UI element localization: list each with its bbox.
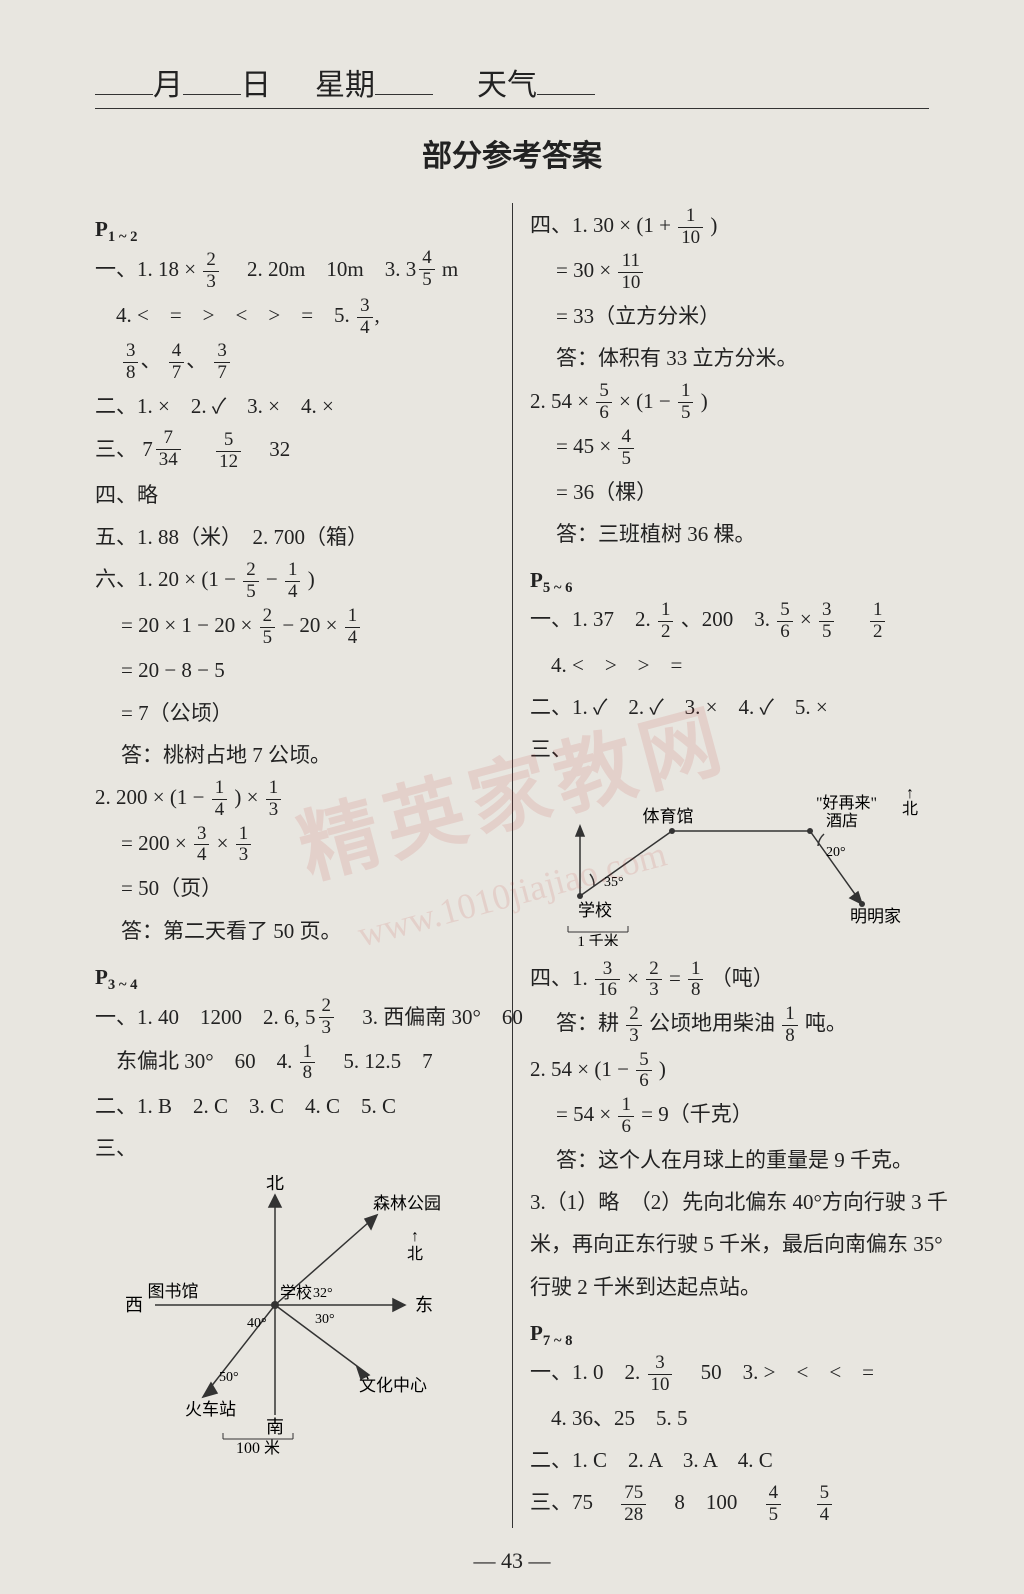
svg-text:森林公园: 森林公园 bbox=[373, 1194, 441, 1213]
left-l3: 38、 47、 37 bbox=[95, 340, 494, 383]
right-l17: 答：这个人在月球上的重量是 9 千克。 bbox=[530, 1140, 929, 1180]
svg-text:酒店: 酒店 bbox=[826, 812, 858, 830]
right-l4: 答：体积有 33 立方分米。 bbox=[530, 338, 929, 378]
date-header: 月 日 星期 天气 bbox=[95, 60, 929, 109]
left-l2: 4. < = > < > = 5. 34, bbox=[95, 295, 494, 338]
svg-text:南: 南 bbox=[266, 1417, 284, 1437]
right-l19: 米，再向正东行驶 5 千米，最后向南偏东 35° bbox=[530, 1224, 929, 1264]
svg-text:图书馆: 图书馆 bbox=[148, 1282, 199, 1301]
left-l11: = 7（公顷） bbox=[95, 693, 494, 733]
left-l6: 四、略 bbox=[95, 475, 494, 515]
svg-text:20°: 20° bbox=[826, 845, 846, 860]
left-l1: 一、1. 18 × 23 2. 20m 10m 3. 345 m bbox=[95, 248, 494, 293]
svg-text:北: 北 bbox=[407, 1245, 423, 1263]
right-l3: = 33（立方分米） bbox=[530, 296, 929, 336]
right-l12: 三、 bbox=[530, 729, 929, 769]
month-label: 月 bbox=[153, 69, 183, 102]
svg-text:30°: 30° bbox=[315, 1312, 335, 1327]
right-l14: 答：耕 23 公顷地用柴油 18 吨。 bbox=[530, 1003, 929, 1046]
svg-text:40°: 40° bbox=[247, 1316, 267, 1331]
right-l22: 4. 36、25 5. 5 bbox=[530, 1398, 929, 1438]
compass-diagram: 北 南 东 西 学校 图书馆 森林公园 火车站 文化中心 ↑ 北 32° 30°… bbox=[115, 1175, 494, 1461]
weather-label: 天气 bbox=[477, 69, 537, 102]
svg-text:西: 西 bbox=[125, 1295, 143, 1315]
svg-text:火车站: 火车站 bbox=[185, 1400, 236, 1419]
svg-text:↑: ↑ bbox=[906, 785, 914, 802]
left-l14: = 200 × 34 × 13 bbox=[95, 823, 494, 866]
left-l8: 六、1. 20 × (1 − 25 − 14 ) bbox=[95, 559, 494, 602]
svg-text:↑: ↑ bbox=[411, 1228, 419, 1245]
section-p1-2: P1 ~ 2 bbox=[95, 217, 494, 246]
svg-text:100 米: 100 米 bbox=[236, 1439, 280, 1455]
left-column: P1 ~ 2 一、1. 18 × 23 2. 20m 10m 3. 345 m … bbox=[95, 203, 512, 1528]
compass-n: 北 bbox=[266, 1175, 284, 1193]
svg-text:文化中心: 文化中心 bbox=[359, 1376, 427, 1395]
section-p3-4: P3 ~ 4 bbox=[95, 965, 494, 994]
right-l15: 2. 54 × (1 − 56 ) bbox=[530, 1049, 929, 1092]
svg-text:体育馆: 体育馆 bbox=[643, 807, 694, 826]
left-l12: 答：桃树占地 7 公顷。 bbox=[95, 735, 494, 775]
right-l6: = 45 × 45 bbox=[530, 426, 929, 469]
svg-text:"好再来": "好再来" bbox=[816, 794, 877, 812]
left-l10: = 20 − 8 − 5 bbox=[95, 650, 494, 690]
right-column: 四、1. 30 × (1 + 110 ) = 30 × 1110 = 33（立方… bbox=[512, 203, 929, 1528]
right-l9: 一、1. 37 2. 12 、200 3. 56 × 35 12 bbox=[530, 599, 929, 642]
svg-text:明明家: 明明家 bbox=[850, 907, 901, 926]
left-l7: 五、1. 88（米） 2. 700（箱） bbox=[95, 517, 494, 557]
left-l15: = 50（页） bbox=[95, 868, 494, 908]
day-label: 日 bbox=[241, 69, 271, 102]
right-l13: 四、1. 316 × 23 = 18 （吨） bbox=[530, 958, 929, 1001]
svg-text:35°: 35° bbox=[604, 875, 624, 890]
right-l24: 三、75 7528 8 100 45 54 bbox=[530, 1482, 929, 1525]
svg-text:学校: 学校 bbox=[578, 901, 612, 920]
right-l10: 4. < > > = bbox=[530, 645, 929, 685]
left-l16: 答：第二天看了 50 页。 bbox=[95, 911, 494, 951]
left-l9: = 20 × 1 − 20 × 25 − 20 × 14 bbox=[95, 605, 494, 648]
right-l7: = 36（棵） bbox=[530, 472, 929, 512]
direction-map: 学校 体育馆 "好再来" 酒店 明明家 北 ↑ 35° 20° 1 千米 bbox=[550, 776, 929, 952]
left-l13: 2. 200 × (1 − 14 ) × 13 bbox=[95, 777, 494, 820]
right-l23: 二、1. C 2. A 3. A 4. C bbox=[530, 1440, 929, 1480]
left-l17: 一、1. 40 1200 2. 6, 523 3. 西偏南 30° 60 bbox=[95, 996, 494, 1039]
page-number: — 43 — bbox=[95, 1548, 929, 1574]
svg-text:32°: 32° bbox=[313, 1286, 333, 1301]
left-l20: 三、 bbox=[95, 1128, 494, 1168]
left-l18: 东偏北 30° 60 4. 18 5. 12.5 7 bbox=[95, 1041, 494, 1084]
left-l5: 三、 7734 512 32 bbox=[95, 428, 494, 473]
svg-text:50°: 50° bbox=[219, 1370, 239, 1385]
section-p5-6: P5 ~ 6 bbox=[530, 568, 929, 597]
svg-text:东: 东 bbox=[415, 1295, 433, 1315]
right-l21: 一、1. 0 2. 310 50 3. > < < = bbox=[530, 1352, 929, 1395]
right-l2: = 30 × 1110 bbox=[530, 250, 929, 293]
left-l19: 二、1. B 2. C 3. C 4. C 5. C bbox=[95, 1086, 494, 1126]
section-p7-8: P7 ~ 8 bbox=[530, 1321, 929, 1350]
main-title: 部分参考答案 bbox=[95, 131, 929, 175]
svg-text:学校: 学校 bbox=[280, 1284, 312, 1302]
svg-text:1 千米: 1 千米 bbox=[577, 933, 618, 946]
svg-text:北: 北 bbox=[902, 800, 918, 818]
left-l4: 二、1. × 2. ✓ 3. × 4. × bbox=[95, 386, 494, 426]
right-l11: 二、1. ✓ 2. ✓ 3. × 4. ✓ 5. × bbox=[530, 687, 929, 727]
week-label: 星期 bbox=[315, 69, 375, 102]
right-l1: 四、1. 30 × (1 + 110 ) bbox=[530, 205, 929, 248]
right-l18: 3.（1）略 （2）先向北偏东 40°方向行驶 3 千 bbox=[530, 1182, 929, 1222]
right-l16: = 54 × 16 = 9（千克） bbox=[530, 1094, 929, 1137]
right-l5: 2. 54 × 56 × (1 − 15 ) bbox=[530, 381, 929, 424]
right-l8: 答：三班植树 36 棵。 bbox=[530, 514, 929, 554]
right-l20: 行驶 2 千米到达起点站。 bbox=[530, 1267, 929, 1307]
